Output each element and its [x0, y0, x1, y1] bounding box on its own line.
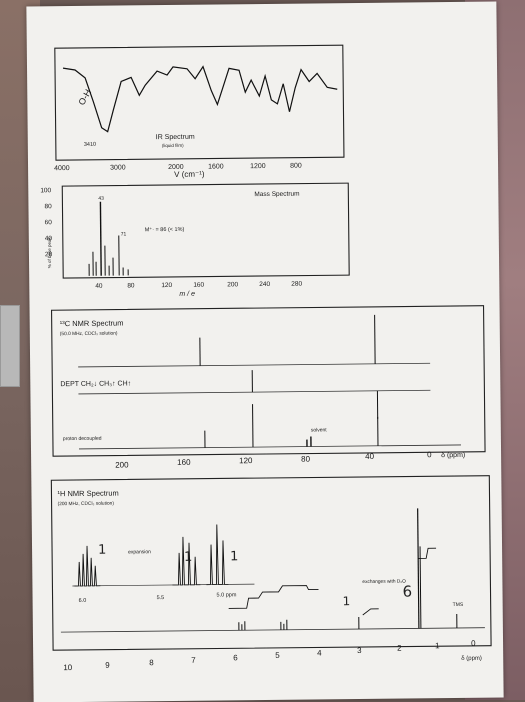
h1-hand-1a: 1 — [98, 543, 106, 558]
h1-baseline — [61, 628, 485, 632]
h1-hand-1b: 1 — [184, 550, 192, 565]
c13-solvent-label: solvent — [311, 427, 328, 433]
ms-xtick: 80 — [127, 282, 135, 289]
h1-expansion-label: expansion — [128, 549, 151, 555]
ms-molecular-ion: M⁺· = 86 (< 1%) — [145, 226, 185, 233]
ms-peak-43 — [100, 202, 101, 276]
binder-clip — [0, 305, 20, 387]
ir-tick: 4000 — [54, 165, 70, 172]
ms-xtick: 280 — [291, 281, 302, 288]
c13-dept-peak — [375, 315, 376, 364]
c13-xtick: 40 — [365, 452, 375, 461]
h1-peaks — [238, 508, 457, 630]
h1-integration-step — [418, 548, 436, 558]
ir-panel: O-H 3410 IR Spectrum (liquid film) 4000 … — [53, 45, 344, 180]
h1-xtick: 8 — [149, 658, 154, 667]
c13-xtick: 120 — [239, 456, 253, 465]
ir-peak-label: 3410 — [84, 142, 96, 148]
ms-x-ticks: 40 80 120 160 200 240 280 — [95, 281, 302, 290]
ms-peak-71-label: 71 — [121, 231, 127, 237]
c13-dept-baseline-1 — [78, 363, 430, 367]
h1-xtick: 5 — [275, 651, 280, 660]
h1-xtick: 7 — [191, 656, 196, 665]
ms-title: Mass Spectrum — [254, 191, 299, 198]
ir-tick: 1200 — [250, 163, 266, 170]
c13-dept-label: DEPT CH₂↓ CH₃↑ CH↑ — [60, 380, 131, 388]
ir-tick: 800 — [290, 163, 302, 170]
h1-hand-1c: 1 — [230, 549, 238, 564]
c13-unit: δ (ppm) — [441, 452, 465, 459]
h1-hand-6: 6 — [402, 582, 412, 600]
c13-xtick: 80 — [301, 455, 311, 464]
ms-peaks — [88, 201, 128, 275]
c13-title: ¹³C NMR Spectrum — [60, 318, 124, 328]
h1-multiplet-a — [74, 546, 100, 586]
ir-title: IR Spectrum — [156, 134, 195, 141]
ms-xtick: 120 — [161, 282, 172, 289]
ir-tick: 1600 — [208, 163, 224, 170]
h1-subtitle: (200 MHz, CDCl₃ solution) — [58, 501, 115, 508]
h1-integration-curve-2 — [363, 609, 379, 615]
h1-xtick: 0 — [471, 639, 476, 648]
h1-exp-tick: 5.0 ppm — [217, 592, 237, 598]
h1-multiplet-c — [206, 524, 229, 584]
ms-xtick: 160 — [193, 282, 204, 289]
ms-xtick: 40 — [95, 283, 103, 290]
h1-expansion-baseline — [72, 584, 254, 586]
h1-exchanges-label: exchanges with D₂O — [362, 579, 406, 585]
c13-xtick: 160 — [177, 458, 191, 467]
h1-exp-tick: 5.5 — [157, 595, 165, 601]
ms-ytick: 80 — [44, 203, 52, 210]
ir-frame — [55, 45, 344, 160]
h1-x-ticks: 10 9 8 7 6 5 4 3 2 1 0 — [63, 639, 476, 672]
c13-xtick: 0 — [427, 450, 432, 459]
ir-tick: 3000 — [110, 164, 126, 171]
c13-xtick: 200 — [115, 460, 129, 469]
ms-peak-43-label: 43 — [98, 196, 104, 202]
c13-panel: ¹³C NMR Spectrum (50.0 MHz, CDCl₃ soluti… — [52, 306, 486, 471]
h1-peak-large — [418, 508, 419, 628]
h1-frame — [51, 476, 491, 651]
h1-title: ¹H NMR Spectrum — [57, 489, 118, 499]
ms-ytick: 40 — [45, 235, 53, 242]
h1-exp-tick: 6.0 — [79, 598, 87, 604]
c13-subtitle: (50.0 MHz, CDCl₃ solution) — [60, 331, 118, 338]
ir-xlabel: V (cm⁻¹) — [174, 170, 205, 179]
paper-sheet: O-H 3410 IR Spectrum (liquid film) 4000 … — [26, 2, 503, 702]
h1-tms-label: TMS — [453, 602, 464, 608]
h1-xtick: 9 — [105, 661, 110, 670]
h1-xtick: 10 — [63, 663, 73, 672]
ms-xtick: 200 — [227, 281, 238, 288]
c13-decoupled-baseline — [79, 445, 461, 449]
ms-panel: Mass Spectrum % of base peak 100 80 60 4… — [40, 183, 349, 299]
spectra-sheet: O-H 3410 IR Spectrum (liquid film) 4000 … — [26, 2, 503, 702]
ms-ytick: 100 — [40, 187, 51, 194]
ms-xtick: 240 — [259, 281, 270, 288]
h1-xtick: 3 — [357, 646, 362, 655]
ms-ytick: 60 — [45, 219, 53, 226]
h1-xtick: 6 — [233, 653, 238, 662]
h1-unit: δ (ppm) — [461, 656, 482, 662]
h1-xtick: 2 — [397, 644, 402, 653]
ir-oh-note: O-H — [76, 88, 93, 107]
ir-trace — [63, 65, 338, 132]
ms-xlabel: m / e — [179, 291, 195, 298]
h1-xtick: 1 — [435, 641, 440, 650]
ms-ytick: 20 — [45, 251, 53, 258]
h1-hand-1d: 1 — [343, 594, 351, 608]
ir-subtitle: (liquid film) — [162, 143, 184, 148]
h1-panel: ¹H NMR Spectrum (200 MHz, CDCl₃ solution… — [51, 476, 491, 673]
h1-expansion-peaks — [74, 524, 229, 586]
c13-decoupled-label: proton decoupled — [63, 436, 102, 442]
h1-integration-curve — [228, 585, 318, 608]
h1-xtick: 4 — [317, 648, 322, 657]
